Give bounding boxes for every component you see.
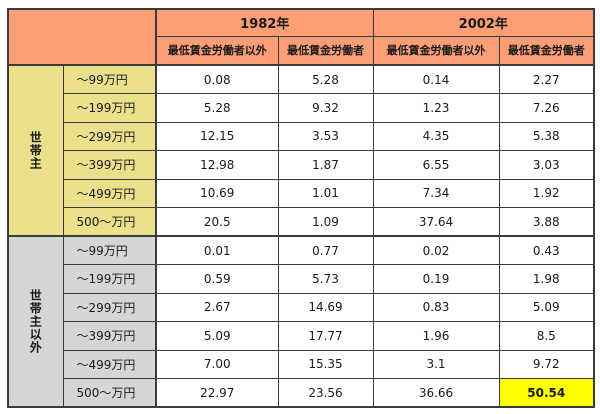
cell-value: 5.09 <box>155 321 279 351</box>
col-header-1982-minimum: 最低賃金労働者 <box>277 35 374 66</box>
year-header-2002: 2002年 <box>372 8 595 37</box>
highlighted-cell-value: 50.54 <box>498 378 595 408</box>
cell-value: 15.35 <box>277 349 374 379</box>
cell-value: 0.01 <box>155 235 279 265</box>
table-row: 500～万円 22.97 23.56 36.66 50.54 <box>8 378 595 408</box>
cell-value: 0.83 <box>372 292 500 322</box>
cell-value: 0.02 <box>372 235 500 265</box>
income-bracket: 500～万円 <box>62 207 157 237</box>
cell-value: 0.43 <box>498 235 595 265</box>
col-header-2002-non-minimum: 最低賃金労働者以外 <box>372 35 500 66</box>
table-row: ～399万円 5.09 17.77 1.96 8.5 <box>8 321 595 351</box>
cell-value: 5.38 <box>498 121 595 151</box>
income-bracket: ～299万円 <box>62 292 157 322</box>
table-row: 世帯主以外 ～99万円 0.01 0.77 0.02 0.43 <box>7 235 595 408</box>
cell-value: 12.15 <box>155 121 279 151</box>
cell-value: 9.32 <box>277 93 374 123</box>
cell-value: 5.09 <box>498 292 595 322</box>
table-row: ～499万円 10.69 1.01 7.34 1.92 <box>8 178 595 208</box>
table-row: ～399万円 12.98 1.87 6.55 3.03 <box>8 150 595 180</box>
cell-value: 0.08 <box>155 64 279 94</box>
cell-value: 5.73 <box>277 264 374 294</box>
table-row: 500～万円 20.5 1.09 37.64 3.88 <box>8 207 595 237</box>
cell-value: 3.03 <box>498 150 595 180</box>
income-bracket: ～499万円 <box>62 349 157 379</box>
cell-value: 1.98 <box>498 264 595 294</box>
cell-value: 5.28 <box>155 93 279 123</box>
cell-value: 23.56 <box>277 378 374 408</box>
group-label-household-head: 世帯主 <box>7 64 64 237</box>
cell-value: 8.5 <box>498 321 595 351</box>
cell-value: 0.77 <box>277 235 374 265</box>
col-header-1982-non-minimum: 最低賃金労働者以外 <box>155 35 279 66</box>
table-row: ～299万円 2.67 14.69 0.83 5.09 <box>8 292 595 322</box>
cell-value: 4.35 <box>372 121 500 151</box>
cell-value: 2.27 <box>498 64 595 94</box>
income-bracket: ～199万円 <box>62 93 157 123</box>
cell-value: 3.1 <box>372 349 500 379</box>
table-row: ～199万円 0.59 5.73 0.19 1.98 <box>8 264 595 294</box>
table-row: 世帯主 ～99万円 0.08 5.28 0.14 2.27 <box>7 64 595 237</box>
cell-value: 1.87 <box>277 150 374 180</box>
cell-value: 9.72 <box>498 349 595 379</box>
income-bracket: ～499万円 <box>62 178 157 208</box>
table-row: ～499万円 7.00 15.35 3.1 9.72 <box>8 349 595 379</box>
cell-value: 7.00 <box>155 349 279 379</box>
cell-value: 20.5 <box>155 207 279 237</box>
cell-value: 0.19 <box>372 264 500 294</box>
group-label-non-household-head: 世帯主以外 <box>7 235 64 408</box>
income-bracket: ～199万円 <box>62 264 157 294</box>
cell-value: 36.66 <box>372 378 500 408</box>
cell-value: 3.88 <box>498 207 595 237</box>
cell-value: 7.26 <box>498 93 595 123</box>
sub-header-row: 最低賃金労働者以外 最低賃金労働者 最低賃金労働者以外 最低賃金労働者 <box>8 35 595 66</box>
income-bracket: ～399万円 <box>62 150 157 180</box>
cell-value: 0.14 <box>372 64 500 94</box>
minimum-wage-income-table: 1982年 2002年 最低賃金労働者以外 最低賃金労働者 最低賃金労働者以外 … <box>7 8 595 408</box>
income-bracket: ～99万円 <box>62 235 157 265</box>
income-bracket: ～99万円 <box>62 64 157 94</box>
income-bracket: ～299万円 <box>62 121 157 151</box>
col-header-2002-minimum: 最低賃金労働者 <box>498 35 595 66</box>
cell-value: 10.69 <box>155 178 279 208</box>
cell-value: 17.77 <box>277 321 374 351</box>
table-row: ～199万円 5.28 9.32 1.23 7.26 <box>8 93 595 123</box>
cell-value: 7.34 <box>372 178 500 208</box>
cell-value: 1.09 <box>277 207 374 237</box>
cell-value: 12.98 <box>155 150 279 180</box>
cell-value: 2.67 <box>155 292 279 322</box>
cell-value: 1.96 <box>372 321 500 351</box>
cell-value: 37.64 <box>372 207 500 237</box>
cell-value: 14.69 <box>277 292 374 322</box>
cell-value: 22.97 <box>155 378 279 408</box>
income-bracket: ～399万円 <box>62 321 157 351</box>
cell-value: 5.28 <box>277 64 374 94</box>
cell-value: 1.01 <box>277 178 374 208</box>
cell-value: 0.59 <box>155 264 279 294</box>
corner-cell <box>7 8 157 66</box>
cell-value: 1.92 <box>498 178 595 208</box>
year-header-row: 1982年 2002年 <box>7 8 595 66</box>
cell-value: 6.55 <box>372 150 500 180</box>
table-row: ～299万円 12.15 3.53 4.35 5.38 <box>8 121 595 151</box>
income-bracket: 500～万円 <box>62 378 157 408</box>
cell-value: 3.53 <box>277 121 374 151</box>
cell-value: 1.23 <box>372 93 500 123</box>
year-header-1982: 1982年 <box>155 8 374 37</box>
